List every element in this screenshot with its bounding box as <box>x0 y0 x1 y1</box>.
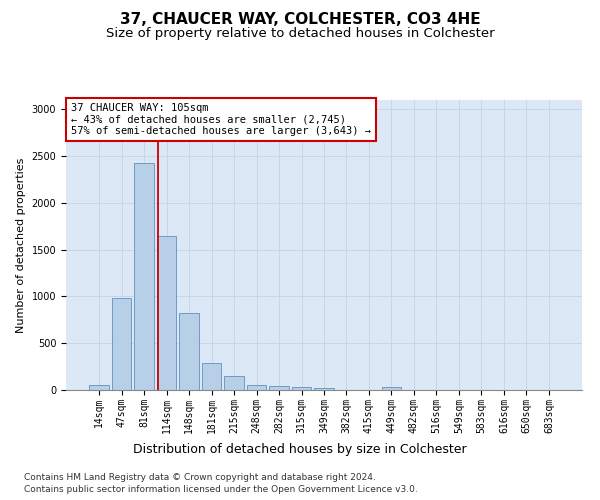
Bar <box>89 385 109 390</box>
Text: Contains public sector information licensed under the Open Government Licence v3: Contains public sector information licen… <box>24 485 418 494</box>
Bar <box>382 387 401 390</box>
Text: Distribution of detached houses by size in Colchester: Distribution of detached houses by size … <box>133 442 467 456</box>
Bar <box>134 162 154 390</box>
Bar <box>247 385 266 390</box>
Text: 37 CHAUCER WAY: 105sqm
← 43% of detached houses are smaller (2,745)
57% of semi-: 37 CHAUCER WAY: 105sqm ← 43% of detached… <box>71 103 371 136</box>
Bar <box>314 388 334 390</box>
Bar <box>179 314 199 390</box>
Bar <box>157 236 176 390</box>
Text: 37, CHAUCER WAY, COLCHESTER, CO3 4HE: 37, CHAUCER WAY, COLCHESTER, CO3 4HE <box>119 12 481 28</box>
Bar <box>269 386 289 390</box>
Bar <box>202 363 221 390</box>
Text: Contains HM Land Registry data © Crown copyright and database right 2024.: Contains HM Land Registry data © Crown c… <box>24 472 376 482</box>
Bar <box>292 387 311 390</box>
Bar <box>224 376 244 390</box>
Y-axis label: Number of detached properties: Number of detached properties <box>16 158 26 332</box>
Text: Size of property relative to detached houses in Colchester: Size of property relative to detached ho… <box>106 28 494 40</box>
Bar <box>112 298 131 390</box>
